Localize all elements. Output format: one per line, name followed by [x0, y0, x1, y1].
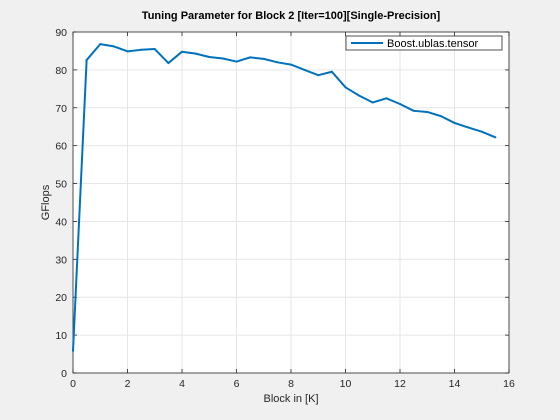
data-point	[385, 97, 388, 100]
data-point	[99, 43, 102, 46]
data-point	[85, 59, 88, 62]
x-tick-label: 16	[503, 378, 515, 390]
y-tick-label: 70	[55, 103, 67, 115]
axis-ticks: 0 2 4 6 8 10 12 14 16 0 10 20 30 40 50 60 70 80 90	[55, 27, 515, 390]
data-point	[453, 121, 456, 124]
x-tick-label: 10	[340, 378, 352, 390]
data-point	[399, 102, 401, 105]
y-tick-label: 60	[55, 141, 67, 153]
data-point	[140, 48, 143, 51]
data-point	[358, 94, 361, 97]
x-axis-label: Block in [K]	[263, 393, 318, 405]
data-point	[194, 52, 197, 55]
x-tick-label: 4	[179, 378, 185, 390]
data-point	[262, 57, 265, 60]
y-axis-label: GFlops	[40, 184, 52, 220]
data-point	[317, 74, 320, 77]
data-point	[371, 101, 374, 104]
data-point	[221, 57, 224, 60]
chart-title: Tuning Parameter for Block 2 [Iter=100][…	[142, 10, 441, 22]
y-tick-label: 50	[55, 179, 67, 191]
x-tick-label: 14	[449, 378, 461, 390]
data-point	[235, 60, 238, 63]
data-point	[439, 115, 442, 118]
y-tick-label: 30	[55, 254, 67, 266]
legend-box	[345, 35, 503, 51]
y-tick-label: 80	[55, 65, 67, 77]
y-tick-label: 40	[55, 216, 67, 228]
data-point	[72, 350, 74, 353]
x-tick-label: 8	[288, 378, 294, 390]
data-point	[344, 86, 347, 89]
data-point	[208, 56, 211, 59]
data-point	[126, 50, 129, 53]
legend-entry-label: Boost.ublas.tensor	[387, 38, 478, 50]
data-point	[494, 136, 497, 139]
data-point	[467, 126, 470, 129]
x-tick-label: 0	[70, 378, 76, 390]
data-point	[426, 110, 429, 113]
y-tick-label: 0	[61, 368, 67, 380]
y-tick-label: 20	[55, 292, 67, 304]
data-point	[249, 56, 252, 59]
y-tick-label: 10	[55, 330, 67, 342]
data-point	[167, 62, 170, 65]
series-line	[72, 43, 496, 352]
data-point	[412, 109, 415, 112]
data-point	[153, 48, 156, 51]
data-point	[290, 63, 292, 66]
legend: Boost.ublas.tensor	[345, 35, 503, 51]
series-lines	[72, 43, 497, 353]
x-tick-label: 2	[125, 378, 131, 390]
data-point	[112, 45, 115, 48]
y-tick-label: 90	[55, 27, 67, 39]
data-point	[330, 70, 333, 73]
x-tick-label: 12	[394, 378, 406, 390]
data-point	[181, 50, 183, 53]
data-point	[276, 61, 279, 64]
data-point	[480, 130, 483, 133]
x-tick-label: 6	[234, 378, 240, 390]
data-point	[303, 68, 306, 71]
